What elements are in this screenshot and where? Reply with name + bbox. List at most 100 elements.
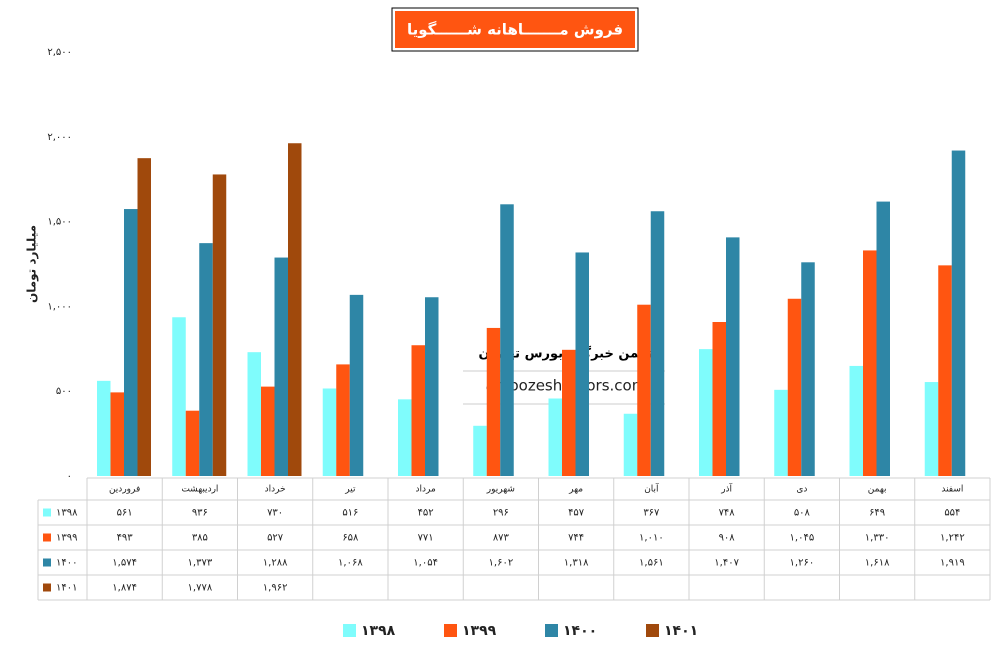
table-cell: ۱,۳۳۰ xyxy=(865,533,890,544)
bar xyxy=(712,322,726,476)
bar xyxy=(801,262,815,476)
table-cell: ۶۴۹ xyxy=(869,508,885,519)
table-cell: ۷۷۱ xyxy=(418,533,434,544)
bar xyxy=(575,252,589,476)
bar xyxy=(623,413,638,476)
bar xyxy=(411,345,425,476)
bar xyxy=(322,388,337,476)
chart-title: فروش مـــــــاهانه شــــــگویا xyxy=(407,21,623,39)
legend-swatch xyxy=(545,624,558,637)
table-series-name: ۱۴۰۰ xyxy=(56,558,77,569)
x-tick-label: خرداد xyxy=(265,485,286,495)
table-cell: ۱,۴۰۷ xyxy=(714,558,739,569)
bar xyxy=(274,257,288,476)
legend-label: ۱۴۰۰ xyxy=(563,623,597,639)
bar xyxy=(726,237,740,476)
table-cell: ۷۴۸ xyxy=(719,508,736,519)
y-axis-label: میلیارد تومان xyxy=(25,225,40,303)
table-cell: ۵۲۷ xyxy=(267,533,284,544)
x-tick-label: تیر xyxy=(344,485,356,495)
bar xyxy=(247,352,261,476)
bar xyxy=(124,209,138,476)
table-cell: ۱,۹۱۹ xyxy=(940,558,965,569)
bar xyxy=(185,410,200,476)
table-cell: ۴۵۲ xyxy=(418,508,434,519)
table-cell: ۷۳۰ xyxy=(267,508,283,519)
x-tick-label: آبان xyxy=(644,483,659,495)
table-legend-swatch xyxy=(43,533,51,542)
table-cell: ۸۷۳ xyxy=(493,533,510,544)
x-tick-label: اسفند xyxy=(941,485,963,495)
table-series-name: ۱۳۹۹ xyxy=(56,533,77,544)
table-legend-swatch xyxy=(43,583,51,592)
bar xyxy=(774,389,788,476)
table-cell: ۵۰۸ xyxy=(794,508,811,519)
table-cell: ۱,۳۷۳ xyxy=(188,558,213,569)
bar xyxy=(938,265,952,476)
table-cell: ۳۶۷ xyxy=(643,508,660,519)
table-cell: ۷۴۴ xyxy=(568,533,584,544)
x-tick-label: اردیبهشت xyxy=(181,485,218,495)
table-cell: ۶۵۸ xyxy=(342,533,359,544)
legend-swatch xyxy=(646,624,659,637)
table-cell: ۱,۶۰۲ xyxy=(489,558,514,569)
bar xyxy=(137,158,151,476)
table-cell: ۱,۰۶۸ xyxy=(338,558,363,569)
x-tick-label: مرداد xyxy=(415,485,435,495)
y-tick-label: ۰ xyxy=(67,471,72,482)
legend-label: ۱۴۰۱ xyxy=(664,623,698,639)
table-cell: ۱,۷۷۸ xyxy=(188,583,213,594)
bar xyxy=(425,297,439,476)
x-tick-label: دی xyxy=(796,485,807,495)
bar xyxy=(562,349,576,476)
bar xyxy=(924,382,939,476)
legend-swatch xyxy=(444,624,457,637)
bar xyxy=(699,349,713,476)
bar xyxy=(500,204,514,477)
bar xyxy=(863,250,877,476)
table-cell: ۱,۵۶۱ xyxy=(639,558,664,569)
bar xyxy=(650,211,665,476)
table-cell: ۲۹۶ xyxy=(493,508,509,519)
table-cell: ۱,۹۶۲ xyxy=(263,583,288,594)
bar xyxy=(261,386,275,476)
x-tick-label: بهمن xyxy=(868,485,887,495)
x-tick-label: آذر xyxy=(720,483,732,495)
table-cell: ۳۸۵ xyxy=(192,533,208,544)
x-tick-label: شهریور xyxy=(486,485,515,495)
table-cell: ۱,۸۷۴ xyxy=(112,583,137,594)
bar xyxy=(398,399,412,476)
table-cell: ۵۱۶ xyxy=(342,508,358,519)
table-cell: ۴۵۷ xyxy=(568,508,585,519)
table-cell: ۵۵۴ xyxy=(944,508,960,519)
bar xyxy=(212,174,227,476)
bar xyxy=(110,392,124,476)
bar xyxy=(486,327,501,476)
table-cell: ۱,۵۷۴ xyxy=(112,558,137,569)
bar xyxy=(199,243,213,476)
table-cell: ۱,۳۱۸ xyxy=(564,558,589,569)
bar xyxy=(172,317,186,476)
bar xyxy=(336,364,350,476)
bar xyxy=(951,150,966,476)
bar xyxy=(637,304,651,476)
table-cell: ۱,۰۵۴ xyxy=(413,558,438,569)
title-box xyxy=(395,11,635,48)
table-cell: ۱,۶۱۸ xyxy=(865,558,890,569)
table-cell: ۱,۰۴۵ xyxy=(790,533,815,544)
bar xyxy=(787,298,802,476)
table-cell: ۹۳۶ xyxy=(192,508,208,519)
y-tick-label: ۱,۰۰۰ xyxy=(47,301,72,312)
y-tick-label: ۵۰۰ xyxy=(56,386,72,397)
y-tick-label: ۱,۵۰۰ xyxy=(47,217,72,228)
y-tick-label: ۲,۰۰۰ xyxy=(47,132,72,143)
legend-swatch xyxy=(343,624,356,637)
table-cell: ۹۰۸ xyxy=(719,533,736,544)
bar xyxy=(876,201,890,476)
bar xyxy=(548,398,562,476)
x-tick-label: مهر xyxy=(568,485,583,495)
bar xyxy=(349,294,364,476)
table-series-name: ۱۳۹۸ xyxy=(56,508,78,519)
x-tick-label: فروردین xyxy=(109,485,140,495)
